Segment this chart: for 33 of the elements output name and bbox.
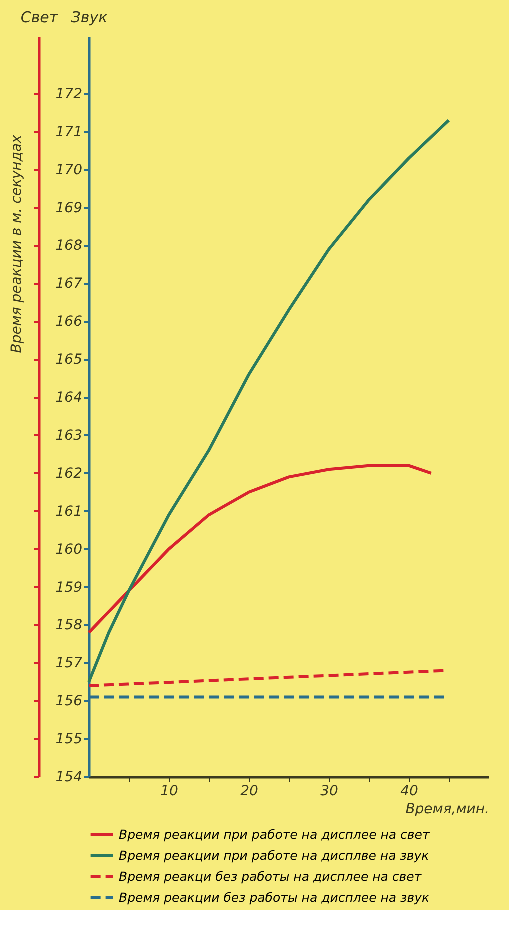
y-tick-label: 167 — [56, 276, 83, 292]
y-tick-label: 168 — [56, 238, 83, 254]
y-tick-label: 169 — [56, 200, 83, 216]
x-tick-label: 20 — [240, 784, 258, 800]
y-tick-label: 171 — [56, 124, 82, 140]
y-tick-label: 154 — [56, 770, 82, 786]
y-tick-label: 164 — [56, 390, 82, 406]
x-tick-label: 10 — [160, 784, 178, 800]
legend-label: Время реакции без работы на дисплее на звук — [119, 890, 430, 905]
y-tick-label: 155 — [56, 732, 83, 748]
legend-label: Время реакции при работе на дисплее на свет — [119, 827, 430, 842]
y-tick-label: 161 — [56, 504, 82, 520]
y-tick-label: 170 — [56, 162, 83, 178]
y2-axis-title: Свет — [20, 8, 60, 26]
y-tick-label: 156 — [56, 694, 83, 710]
x-tick-label: 30 — [320, 784, 338, 800]
x-axis-title: Время,мин. — [406, 802, 490, 818]
legend-label: Время реакции при работе на дисплве на звук — [119, 848, 430, 863]
y-tick-label: 160 — [56, 542, 83, 558]
y-tick-label: 172 — [56, 86, 83, 102]
y-tick-label: 165 — [56, 352, 83, 368]
legend-label: Время реакци без работы на дисплее на свет — [119, 869, 422, 884]
x-tick-label: 40 — [400, 784, 418, 800]
y-axis-title: Звук — [71, 8, 108, 26]
text: Время реакции в м. секундах — [9, 134, 25, 354]
y-tick-label: 162 — [56, 466, 83, 482]
y-tick-label: 158 — [56, 618, 83, 634]
y-tick-label: 157 — [56, 656, 83, 672]
line-series — [88, 464, 433, 634]
line-series — [88, 118, 450, 684]
y-tick-label: 166 — [56, 314, 83, 330]
y-tick-label: 159 — [56, 580, 83, 596]
y-tick-label: 163 — [56, 428, 82, 444]
